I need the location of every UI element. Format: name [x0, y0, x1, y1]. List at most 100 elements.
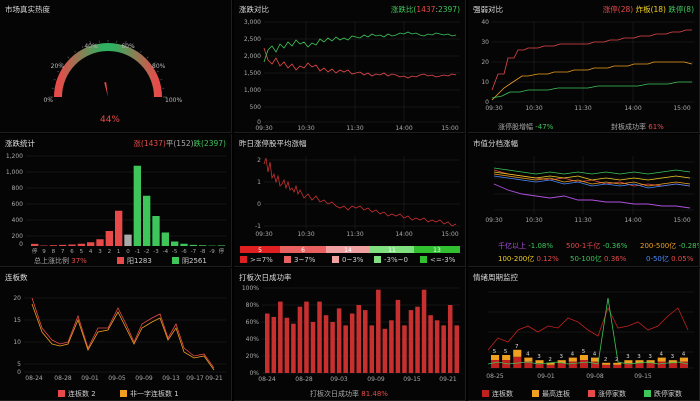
x-tick: 14:00 — [624, 105, 641, 112]
success-bar — [447, 305, 453, 373]
y-tick: 2,500 — [244, 36, 261, 43]
x-tick: 09-09 — [135, 375, 153, 382]
x-tick: 09-21 — [205, 375, 223, 382]
y-tick: 500 — [250, 104, 262, 111]
x-tick: 09-05 — [108, 375, 126, 382]
legend-boards: 连板数 2 — [58, 389, 96, 399]
gauge-tick-mark — [81, 46, 84, 49]
ratio-close: ) — [457, 5, 460, 14]
y-tick: 40 — [481, 19, 489, 26]
x-tick: 08-24 — [25, 375, 43, 382]
series-boards — [31, 297, 215, 369]
legend-non-oneword: 非一字连板数 1 — [120, 389, 179, 399]
panel-title: 市场真实热度 — [5, 5, 50, 14]
gauge-arc — [54, 43, 162, 98]
highest-bar — [491, 355, 500, 360]
success-bar — [297, 306, 303, 373]
ratio-up: 1437 — [416, 5, 436, 14]
gauge-tick-mark — [57, 70, 60, 73]
x-tick: 14:00 — [395, 125, 412, 132]
boards-bar — [602, 364, 611, 368]
legend-3-7: 3~7% — [284, 256, 315, 264]
success-bar — [415, 306, 420, 373]
series-1000-plus — [493, 183, 691, 209]
y-tick: 0 — [19, 241, 23, 248]
legend-label: 涨停家数 — [598, 390, 626, 398]
y-tick: 1,000 — [6, 169, 23, 176]
highest-bar — [624, 360, 633, 364]
series-broken-line — [491, 61, 693, 101]
flat-count: 平(152) — [165, 139, 194, 148]
success-bar — [428, 315, 433, 373]
distribution-bar — [59, 244, 67, 246]
boards-bar — [579, 360, 588, 368]
y-tick: 60% — [246, 319, 260, 326]
y-tick: 200 — [12, 233, 24, 240]
distribution-bar — [171, 241, 179, 246]
success-bar — [454, 325, 459, 373]
x-tick: 11:30 — [574, 217, 591, 224]
legend-label: <=-3% — [430, 256, 456, 264]
growth-label: 涨停股增幅 — [498, 123, 533, 131]
boards-bar — [568, 361, 577, 368]
boards-bar — [535, 363, 544, 368]
gauge-tick-60: 60% — [121, 43, 135, 50]
legend-label: 200-500亿 — [640, 242, 677, 250]
ratio-sep: : — [435, 5, 438, 14]
x-tick: 15:00 — [673, 105, 690, 112]
bin-le-neg3 — [414, 246, 460, 253]
bar-label: 3 — [537, 354, 541, 360]
success-bar — [389, 320, 394, 373]
x-tick: 14:00 — [395, 231, 412, 238]
y-tick: -1 — [255, 223, 261, 230]
highest-bar — [568, 357, 577, 362]
success-bar — [265, 313, 270, 373]
x-tick: 09-03 — [330, 376, 348, 383]
boards-bar — [557, 363, 566, 368]
panel-title: 市值分档涨幅 — [473, 139, 518, 148]
distribution-bar — [143, 195, 151, 246]
x-tick: 8 — [52, 249, 56, 255]
panel-title: 打板次日成功率 — [239, 273, 292, 282]
y-tick: 20% — [246, 353, 260, 360]
legend-up: 阳1283 — [117, 256, 152, 266]
y-tick: 0% — [249, 370, 259, 377]
y-tick: 5 — [17, 361, 21, 368]
x-tick: 10:30 — [297, 125, 314, 132]
y-tick: 20 — [481, 59, 489, 66]
legend-label: 500-1千亿 — [566, 242, 601, 250]
x-tick: 4 — [89, 249, 93, 255]
bar-label: 5 — [504, 349, 508, 355]
legend-value: 0.12% — [536, 255, 559, 263]
panel-title: 情绪周期监控 — [473, 273, 518, 282]
x-tick: 10:30 — [525, 217, 542, 224]
up-count: 涨(1437) — [133, 139, 166, 148]
legend-label: 跌停家数 — [654, 390, 682, 398]
highest-bar — [513, 349, 522, 357]
panel-next-day-success: 打板次日成功率 100% 80% 60% 40% 20% 0% 08-24 08… — [234, 268, 466, 401]
y-tick: 100% — [242, 285, 259, 292]
success-bar — [343, 325, 348, 373]
x-tick: 3 — [98, 249, 102, 255]
highest-bar — [668, 360, 677, 364]
gauge-value: 44% — [100, 115, 120, 125]
bar-label: 2 — [604, 357, 608, 363]
boards-bar — [491, 360, 500, 368]
success-bar — [323, 315, 329, 373]
success-bar — [284, 317, 290, 373]
x-tick: -8 — [200, 249, 206, 255]
x-tick: 08-28 — [54, 375, 72, 382]
legend-value: 0.05% — [671, 255, 694, 263]
x-tick: 11:30 — [346, 125, 363, 132]
legend-100-200: 100-200亿 0.12% — [498, 254, 559, 264]
success-bar — [330, 322, 335, 373]
stats-header: 涨(1437)平(152)跌(2397) — [133, 138, 226, 149]
y-tick: 20 — [13, 295, 21, 302]
bar-label: 7 — [515, 344, 519, 350]
legend-down: 阴2561 — [172, 256, 207, 266]
boards-bar — [646, 363, 655, 368]
success-bar — [310, 322, 316, 373]
ratio-down: 2397 — [437, 5, 458, 14]
legend-highest: 最高连板 — [532, 389, 570, 399]
legend-label: 千亿以上 — [498, 242, 526, 250]
